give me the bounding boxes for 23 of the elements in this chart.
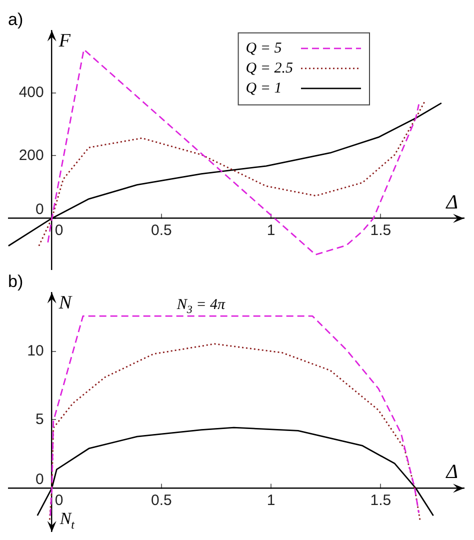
y-axis-title: F — [58, 30, 71, 52]
x-tick-label: 0.5 — [151, 222, 172, 239]
x-tick-label: 0 — [54, 492, 64, 509]
x-axis-title: Δ — [445, 461, 458, 484]
x-tick-label: 1.5 — [370, 222, 392, 239]
legend-label: Q = 5 — [246, 40, 282, 56]
x-tick-label: 1 — [266, 222, 276, 239]
y-tick-label: 5 — [36, 410, 44, 428]
legend-label: Q = 1 — [246, 80, 282, 96]
x-tick-label: 1 — [266, 492, 276, 509]
y-axis-title: N — [58, 292, 73, 314]
y-tick-label: 200 — [18, 146, 44, 164]
y-tick-label: 10 — [27, 342, 44, 360]
chart-title: b) — [8, 272, 24, 291]
legend-label: Q = 2.5 — [246, 60, 294, 76]
y-tick-label: 0 — [36, 200, 44, 218]
y-tick-label: 0 — [36, 470, 44, 488]
x-axis-title: Δ — [445, 191, 458, 214]
y-tick-label: 400 — [18, 84, 44, 102]
x-tick-label: 1.5 — [370, 492, 392, 509]
x-tick-label: 0.5 — [151, 492, 172, 509]
chart-title: a) — [8, 10, 24, 29]
x-tick-label: 0 — [54, 222, 64, 239]
